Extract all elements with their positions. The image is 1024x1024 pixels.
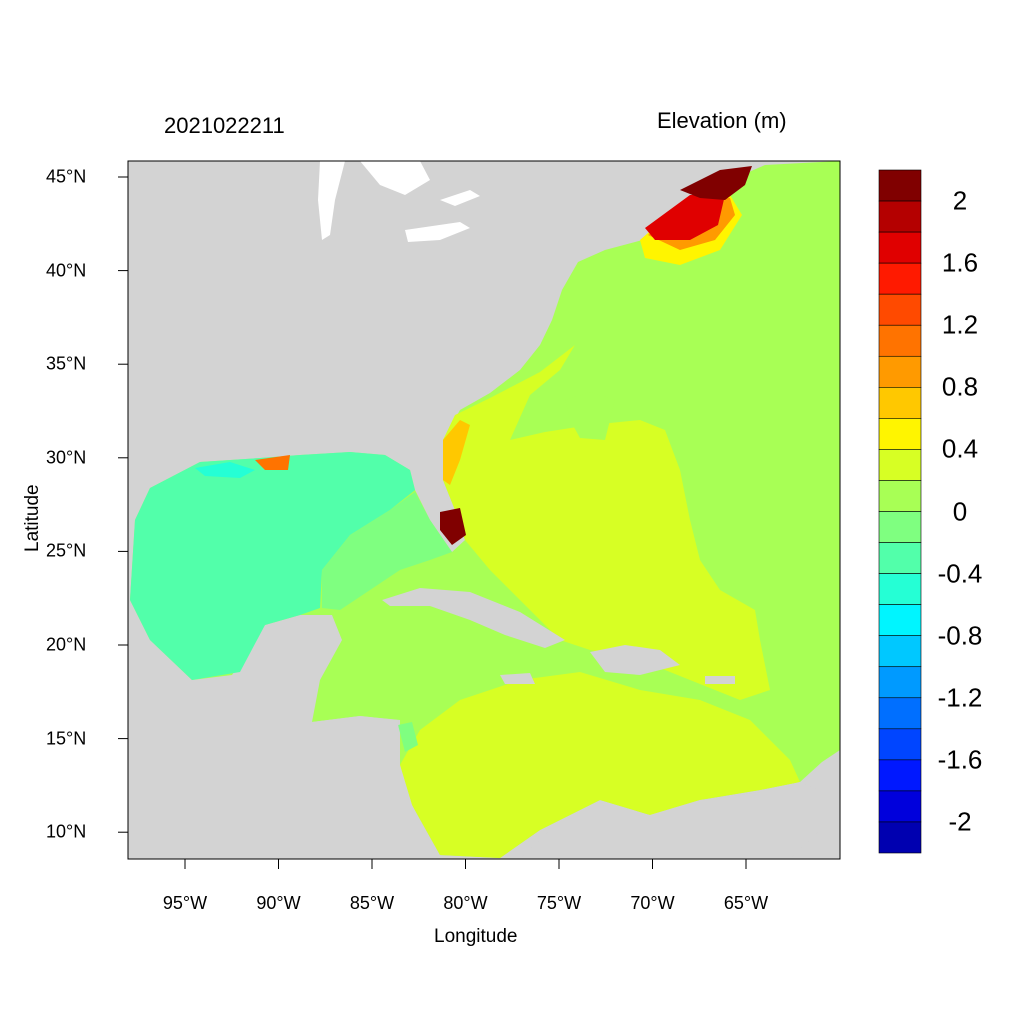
gulf-of-mexico — [130, 452, 415, 680]
x-tick-label: 65°W — [723, 893, 769, 913]
x-tick-label: 90°W — [256, 893, 301, 913]
y-tick-label: 35°N — [46, 353, 87, 374]
colorbar-box — [878, 355, 922, 388]
colorbar-box — [878, 480, 922, 512]
florida-surge — [440, 508, 466, 545]
colorbar-label: 1.6 — [941, 247, 979, 278]
caribbean-green-patch — [398, 722, 418, 752]
florida-straits — [322, 492, 452, 610]
colorbar — [878, 169, 922, 854]
colorbar-box — [878, 387, 922, 419]
caribbean-positive-region — [400, 672, 800, 858]
colorbar-box — [878, 449, 922, 481]
axis-ticks — [118, 176, 747, 869]
colorbar-box — [878, 542, 922, 574]
colorbar-label: 1.2 — [941, 309, 979, 340]
colorbar-label: -0.8 — [937, 620, 983, 651]
colorbar-box — [878, 697, 922, 730]
colorbar-box — [878, 262, 922, 295]
cuba — [382, 588, 565, 648]
colorbar-box — [878, 418, 922, 450]
x-axis-label: Longitude — [434, 926, 518, 947]
x-tick-label: 70°W — [630, 893, 675, 913]
y-tick-label: 25°N — [46, 540, 87, 561]
colorbar-box — [878, 231, 922, 264]
colorbar-label: 0 — [952, 496, 968, 526]
y-tick-label: 20°N — [46, 634, 87, 655]
hispaniola — [590, 645, 680, 675]
ne-surge-red — [645, 195, 725, 240]
colorbar-label: -1.6 — [937, 744, 983, 775]
colorbar-label: -0.4 — [937, 558, 983, 589]
x-tick-label: 85°W — [349, 893, 395, 913]
colorbar-label: -2 — [948, 806, 972, 837]
colorbar-label: 0.4 — [941, 433, 979, 464]
central-america — [128, 716, 440, 859]
colorbar-box — [878, 635, 922, 668]
y-tick-label: 45°N — [46, 166, 87, 187]
jamaica — [500, 673, 535, 684]
gulf-cool-patch — [195, 462, 255, 478]
plot-frame — [127, 160, 841, 860]
south-america — [520, 782, 820, 859]
colorbar-box — [878, 293, 922, 326]
colorbar-box — [878, 821, 922, 854]
colorbar-box — [878, 728, 922, 761]
colorbar-box — [878, 324, 922, 357]
y-tick-label: 10°N — [46, 821, 87, 842]
timestamp-title: 2021022211 — [164, 113, 285, 138]
colorbar-box — [878, 200, 922, 233]
se-coast-surge — [443, 420, 470, 485]
x-tick-label: 75°W — [536, 893, 582, 913]
puerto-rico — [705, 676, 735, 684]
sargasso-patch — [565, 392, 615, 440]
colorbar-label: 2 — [952, 185, 968, 216]
colorbar-label: -1.2 — [937, 682, 983, 713]
colorbar-box — [878, 511, 922, 543]
colorbar-label: 0.8 — [941, 371, 979, 402]
x-tick-label: 95°W — [162, 893, 208, 913]
variable-title: Elevation (m) — [657, 108, 787, 133]
colorbar-box — [878, 604, 922, 636]
colorbar-box — [878, 169, 922, 202]
y-axis-label: Latitude — [22, 484, 43, 552]
gulf-coast-surge — [255, 455, 290, 470]
y-tick-label: 15°N — [46, 728, 87, 749]
great-lakes — [318, 161, 480, 242]
x-tick-label: 80°W — [443, 893, 488, 913]
y-tick-label: 40°N — [46, 260, 87, 281]
colorbar-box — [878, 759, 922, 792]
y-tick-label: 30°N — [46, 447, 87, 468]
ne-surge-darkred — [680, 166, 752, 200]
colorbar-box — [878, 573, 922, 605]
atlantic-positive-region — [443, 345, 770, 700]
colorbar-box — [878, 666, 922, 699]
colorbar-box — [878, 790, 922, 823]
